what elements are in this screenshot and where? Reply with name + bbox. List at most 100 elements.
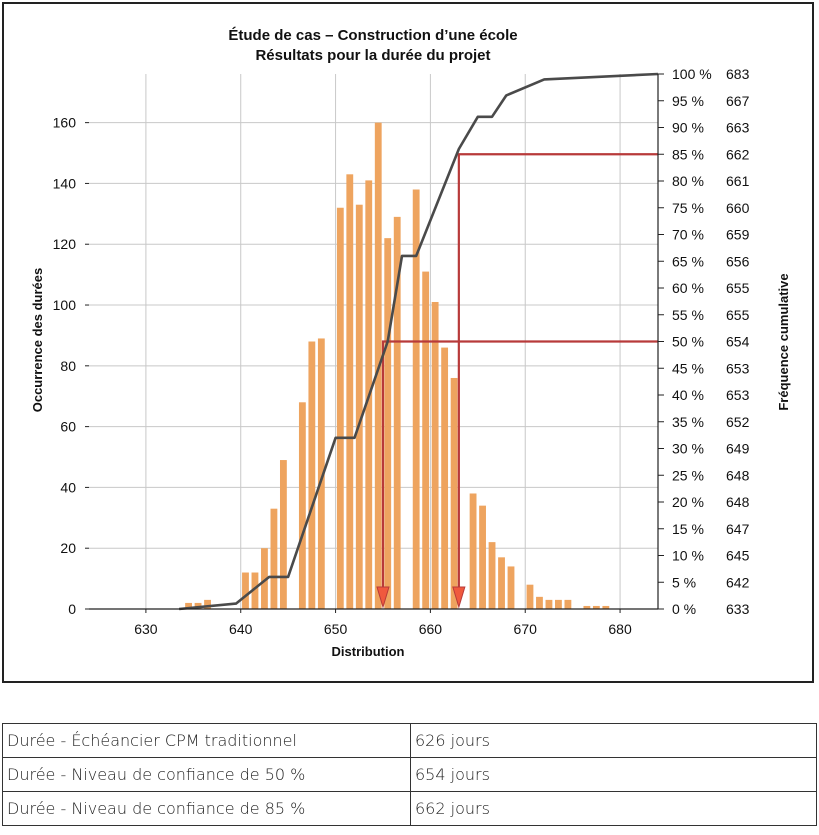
- confidence-marker-line: [381, 340, 658, 587]
- histogram-bar: [498, 557, 505, 609]
- histogram-bar: [507, 566, 515, 609]
- histogram-bar: [270, 508, 278, 609]
- y2-tick-percent: 65 %: [672, 253, 704, 269]
- histogram-bar: [251, 572, 259, 609]
- histogram-bar: [602, 605, 610, 609]
- y2-tick-percent: 30 %: [672, 441, 704, 457]
- table-row: Durée - Échéancier CPM traditionnel 626 …: [2, 723, 817, 758]
- chart-subtitle: Résultats pour la durée du projet: [255, 47, 490, 64]
- y2-tick-percent: 50 %: [672, 334, 704, 350]
- confidence-marker-line: [457, 153, 658, 587]
- histogram-bar: [204, 599, 211, 609]
- histogram-bar: [336, 207, 344, 609]
- y2-tick-percent: 60 %: [672, 280, 704, 296]
- y2-tick-percent: 80 %: [672, 173, 704, 189]
- row-label: Durée - Niveau de confiance de 85 %: [2, 791, 411, 826]
- y2-tick-percent: 20 %: [672, 494, 704, 510]
- row-label: Durée - Échéancier CPM traditionnel: [2, 723, 411, 758]
- y2-tick-duration: 653: [726, 360, 750, 376]
- confidence-markers: [376, 153, 658, 609]
- x-tick-label: 630: [134, 621, 158, 637]
- y2-tick-duration: 660: [726, 200, 750, 216]
- histogram-bar: [308, 341, 316, 609]
- histogram-bar: [526, 584, 534, 609]
- y-tick-label: 120: [53, 236, 77, 252]
- histogram-bar: [346, 174, 354, 609]
- y-tick-label: 60: [60, 419, 76, 435]
- histogram-bar: [431, 301, 439, 609]
- y2-tick-percent: 40 %: [672, 387, 704, 403]
- y2-tick-duration: 667: [726, 93, 750, 109]
- y2-tick-percent: 55 %: [672, 307, 704, 323]
- x-tick-label: 660: [419, 621, 443, 637]
- confidence-arrow: [452, 586, 466, 609]
- histogram-bar: [242, 572, 249, 609]
- histogram-bar: [393, 216, 401, 609]
- histogram-bar: [298, 402, 306, 609]
- x-tick-label: 650: [324, 621, 348, 637]
- y2-tick-duration: 663: [726, 120, 750, 136]
- y-tick-label: 20: [60, 540, 76, 556]
- results-table: Durée - Échéancier CPM traditionnel 626 …: [2, 723, 817, 826]
- confidence-arrow: [376, 586, 390, 609]
- histogram-bar: [317, 338, 325, 609]
- y2-tick-duration: 656: [726, 253, 750, 269]
- y2-tick-duration: 647: [726, 521, 750, 537]
- y2-axis-label: Fréquence cumulative: [776, 273, 791, 410]
- row-value: 654 jours: [410, 757, 817, 792]
- x-tick-label: 670: [514, 621, 538, 637]
- cumulative-line-layer: [178, 72, 659, 611]
- histogram-bar: [592, 605, 600, 609]
- y2-tick-percent: 35 %: [672, 414, 704, 430]
- y2-tick-percent: 45 %: [672, 360, 704, 376]
- y-tick-label: 100: [53, 297, 77, 313]
- y-tick-label: 160: [53, 115, 77, 131]
- y2-tick-percent: 75 %: [672, 200, 704, 216]
- y2-tick-percent: 25 %: [672, 467, 704, 483]
- x-tick-label: 640: [229, 621, 253, 637]
- histogram-bar: [450, 377, 458, 609]
- y2-tick-duration: 655: [726, 307, 750, 323]
- y2-tick-duration: 683: [726, 66, 750, 82]
- histogram-bar: [488, 542, 496, 609]
- y2-tick-percent: 5 %: [672, 574, 696, 590]
- y2-tick-duration: 661: [726, 173, 750, 189]
- histogram-bar: [469, 493, 477, 609]
- chart-frame: Étude de cas – Construction d’une école …: [2, 2, 814, 683]
- y2-tick-percent: 70 %: [672, 227, 704, 243]
- histogram-bar: [185, 602, 192, 609]
- y2-tick-percent: 10 %: [672, 548, 704, 564]
- y2-tick-duration: 655: [726, 280, 750, 296]
- chart-title: Étude de cas – Construction d’une école: [228, 27, 517, 44]
- cumulative-frequency-line: [178, 72, 659, 611]
- histogram-bar: [422, 271, 430, 609]
- y2-tick-duration: 645: [726, 548, 750, 564]
- y2-tick-percent: 90 %: [672, 120, 704, 136]
- histogram-bar: [355, 204, 363, 610]
- histogram-bar: [536, 596, 543, 609]
- y2-tick-percent: 95 %: [672, 93, 704, 109]
- histogram-bar: [583, 605, 591, 609]
- y2-tick-duration: 648: [726, 494, 750, 510]
- y2-tick-percent: 0 %: [672, 601, 696, 617]
- histogram-bar: [545, 599, 553, 609]
- y-tick-label: 40: [60, 479, 76, 495]
- row-label: Durée - Niveau de confiance de 50 %: [2, 757, 411, 792]
- x-tick-label: 680: [608, 621, 632, 637]
- histogram-bar: [412, 189, 420, 610]
- y2-tick-duration: 633: [726, 601, 750, 617]
- y-axis-label: Occurrence des durées: [30, 268, 45, 413]
- histogram-bar: [441, 347, 449, 609]
- row-value: 626 jours: [410, 723, 817, 758]
- axes: 630 640 650 660 670 680 0 20 40 60 80 100 120 140 160 1…: [53, 66, 750, 637]
- y2-tick-duration: 649: [726, 441, 750, 457]
- y2-tick-duration: 648: [726, 467, 750, 483]
- y2-tick-percent: 100 %: [672, 66, 712, 82]
- y2-tick-percent: 85 %: [672, 146, 704, 162]
- y-tick-label: 80: [60, 358, 76, 374]
- histogram-bar: [384, 238, 392, 610]
- cumulative-distribution-chart: Étude de cas – Construction d’une école …: [30, 27, 791, 659]
- histogram-bar: [564, 599, 572, 609]
- histogram-bar: [479, 505, 486, 609]
- y2-tick-duration: 652: [726, 414, 750, 430]
